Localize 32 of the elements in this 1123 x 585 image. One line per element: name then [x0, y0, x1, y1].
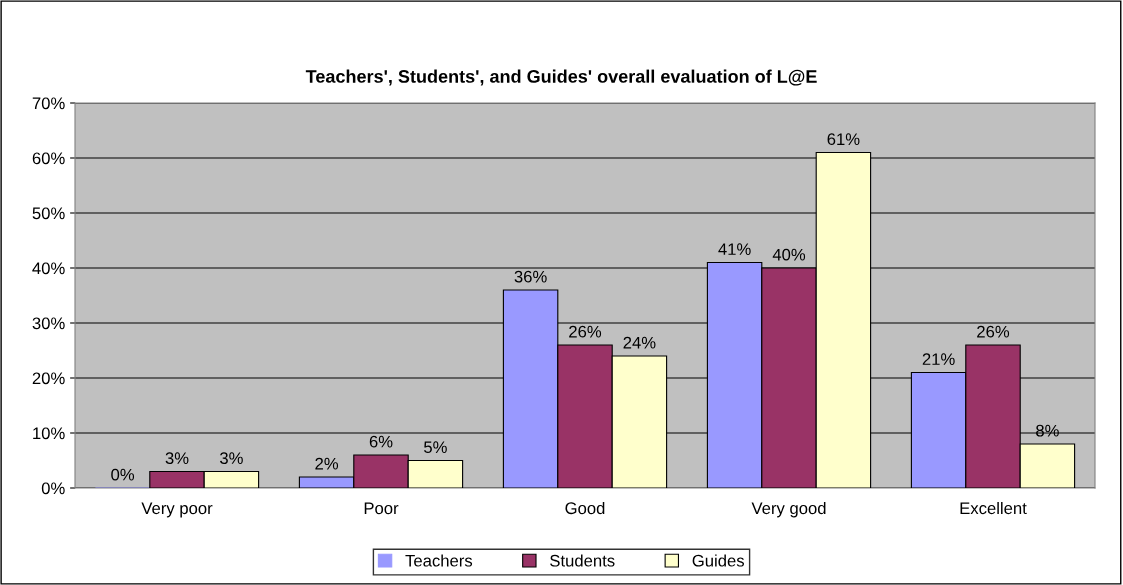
y-tick-label: 20%	[32, 372, 65, 385]
x-tick-label: Very good	[751, 501, 826, 518]
x-tick-label: Excellent	[960, 501, 1027, 515]
chart-title: Teachers', Students', and Guides' overall evaluation of L@E	[305, 69, 817, 86]
data-label: 26%	[569, 325, 602, 338]
data-label: 24%	[623, 336, 656, 349]
data-label: 36%	[514, 270, 547, 283]
y-tick-label: 30%	[32, 317, 65, 330]
x-tick-label: Good	[565, 501, 605, 515]
legend-label: Guides	[692, 554, 744, 567]
data-label: 21%	[922, 353, 955, 365]
legend-label: Teachers	[405, 554, 473, 567]
y-tick-label: 0%	[41, 482, 65, 495]
y-tick-label: 60%	[32, 152, 65, 165]
y-tick-label: 70%	[32, 97, 65, 110]
y-tick-label: 40%	[32, 262, 65, 275]
data-label: 8%	[1036, 424, 1059, 437]
legend-label: Students	[550, 554, 615, 567]
y-tick-label: 50%	[32, 207, 65, 220]
data-label: 3%	[165, 452, 189, 465]
data-label: 6%	[369, 435, 393, 448]
data-label: 3%	[219, 452, 243, 465]
data-label: 41%	[718, 243, 751, 255]
y-tick-label: 10%	[33, 427, 65, 440]
data-label: 2%	[315, 457, 339, 470]
data-label: 40%	[772, 248, 806, 261]
data-label: 0%	[111, 468, 135, 481]
data-label: 5%	[424, 441, 447, 454]
x-tick-label: Poor	[364, 502, 399, 515]
x-tick-label: Very poor	[141, 502, 213, 518]
data-label: 61%	[827, 133, 860, 146]
data-label: 26%	[977, 325, 1010, 338]
